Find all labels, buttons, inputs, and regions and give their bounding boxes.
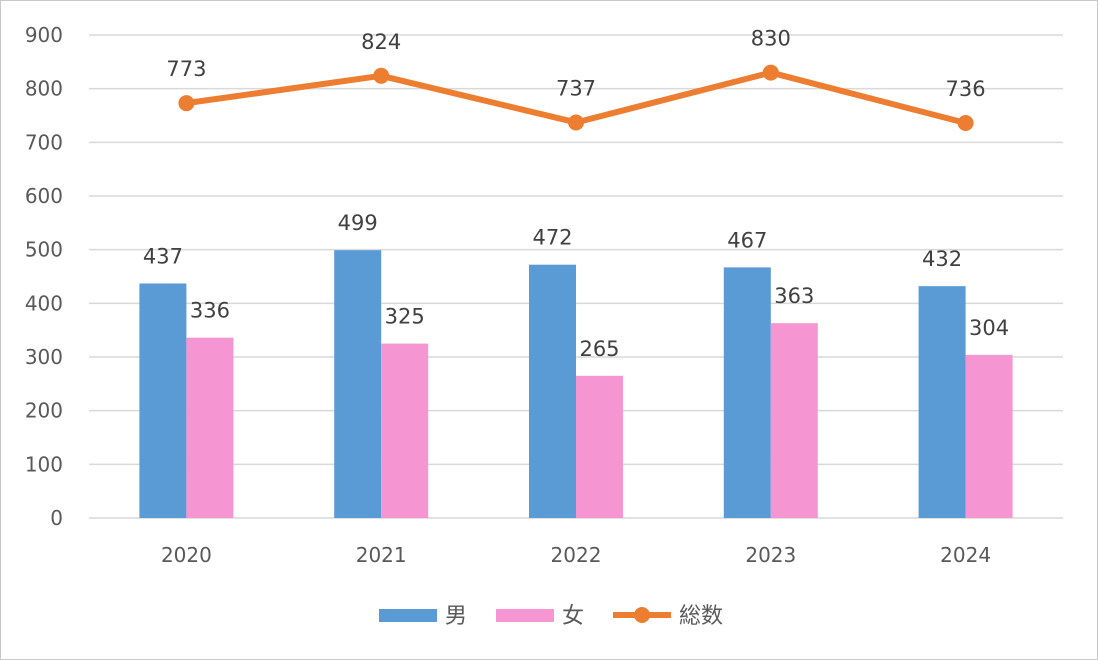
total-line xyxy=(178,64,974,132)
bar-男 xyxy=(918,286,966,518)
data-label-男: 437 xyxy=(143,244,183,268)
y-axis-ticks: 0 100 200 300 400 500 600 700 800 900 xyxy=(25,23,63,530)
bar-男 xyxy=(723,267,771,518)
y-tick-label: 900 xyxy=(25,23,63,47)
data-label-女: 325 xyxy=(385,305,425,329)
y-tick-label: 0 xyxy=(50,506,63,530)
bar-男 xyxy=(139,283,187,518)
bar-女 xyxy=(381,343,429,518)
y-tick-label: 100 xyxy=(25,452,63,476)
bar-女 xyxy=(965,354,1013,518)
y-tick-label: 200 xyxy=(25,399,63,423)
data-label-総数: 773 xyxy=(166,57,206,81)
legend-label-男: 男 xyxy=(445,604,467,629)
bar-女 xyxy=(770,323,818,518)
legend-swatch-女 xyxy=(496,609,554,622)
y-tick-label: 800 xyxy=(25,77,63,101)
marker-総数 xyxy=(373,67,390,84)
data-label-総数: 737 xyxy=(556,76,596,100)
x-tick-label: 2020 xyxy=(161,543,212,567)
legend: 男 女 総数 xyxy=(379,604,723,629)
y-tick-label: 300 xyxy=(25,345,63,369)
marker-総数 xyxy=(178,95,195,112)
bar-男 xyxy=(334,250,382,518)
bar-女 xyxy=(576,375,623,518)
x-tick-label: 2023 xyxy=(745,543,796,567)
data-label-男: 432 xyxy=(922,247,962,271)
marker-総数 xyxy=(762,64,779,81)
y-tick-label: 400 xyxy=(25,291,63,315)
bar-女 xyxy=(186,337,234,518)
data-label-総数: 736 xyxy=(946,77,986,101)
data-labels: 437 499 472 467 432 336 325 265 363 304 773 824 737 8… xyxy=(143,27,1009,361)
y-tick-label: 500 xyxy=(25,238,63,262)
data-label-男: 499 xyxy=(338,211,378,235)
y-tick-label: 600 xyxy=(25,184,63,208)
data-label-女: 363 xyxy=(774,284,814,308)
data-label-男: 472 xyxy=(532,226,572,250)
x-axis-ticks: 2020 2021 2022 2023 2024 xyxy=(161,543,991,567)
marker-総数 xyxy=(957,115,974,132)
data-label-女: 265 xyxy=(579,337,619,361)
data-label-男: 467 xyxy=(727,228,767,252)
y-tick-label: 700 xyxy=(25,130,63,154)
bar-男 xyxy=(529,264,576,518)
data-label-総数: 830 xyxy=(751,27,791,51)
legend-label-総数: 総数 xyxy=(679,604,723,629)
legend-label-女: 女 xyxy=(562,604,584,629)
bars xyxy=(139,250,1013,518)
x-tick-label: 2021 xyxy=(356,543,407,567)
data-label-女: 304 xyxy=(969,316,1009,340)
x-tick-label: 2022 xyxy=(551,543,602,567)
marker-総数 xyxy=(568,114,584,131)
legend-swatch-男 xyxy=(379,609,437,622)
data-label-総数: 824 xyxy=(361,30,401,54)
data-label-女: 336 xyxy=(190,299,230,323)
legend-marker-総数 xyxy=(634,607,650,623)
x-tick-label: 2024 xyxy=(940,543,991,567)
